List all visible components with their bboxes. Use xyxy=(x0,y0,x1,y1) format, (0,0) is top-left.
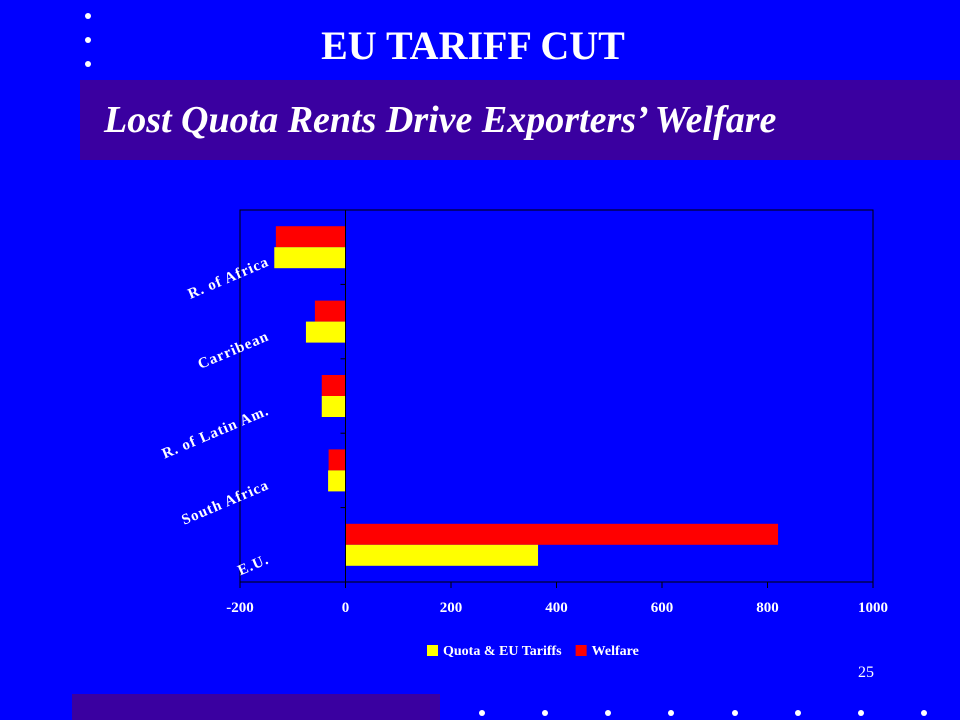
bar-welfare-e-u- xyxy=(345,523,779,545)
bar-welfare-south-africa xyxy=(328,449,346,471)
legend-label: Welfare xyxy=(592,644,639,659)
bullet-dot xyxy=(542,710,548,716)
bullet-dot xyxy=(85,13,91,19)
bar-quota-eu-tariffs-e-u- xyxy=(345,544,539,566)
bar-quota-eu-tariffs-r-of-latin-am- xyxy=(321,396,346,417)
legend-label: Quota & EU Tariffs xyxy=(443,644,562,659)
bar-welfare-carribean xyxy=(314,300,346,322)
subtitle-band: Lost Quota Rents Drive Exporters’ Welfar… xyxy=(80,80,960,160)
bar-welfare-r-of-africa xyxy=(275,226,346,248)
bar-quota-eu-tariffs-r-of-africa xyxy=(274,247,346,269)
x-tick-label: -200 xyxy=(226,600,254,616)
x-tick-label: 400 xyxy=(545,600,568,616)
bullet-dot xyxy=(732,710,738,716)
bullet-dot xyxy=(85,61,91,67)
bullet-dot xyxy=(85,37,91,43)
bullet-dot xyxy=(858,710,864,716)
legend: Quota & EU Tariffs Welfare xyxy=(427,644,639,659)
bullet-dot xyxy=(668,710,674,716)
x-tick-label: 800 xyxy=(756,600,779,616)
bar-quota-eu-tariffs-south-africa xyxy=(328,470,346,492)
bar-welfare-r-of-latin-am- xyxy=(321,375,346,396)
slide-subtitle: Lost Quota Rents Drive Exporters’ Welfar… xyxy=(104,99,777,141)
slide-title: EU TARIFF CUT xyxy=(321,23,625,68)
bullet-dot xyxy=(795,710,801,716)
bottom-band xyxy=(72,694,440,720)
x-tick-label: 0 xyxy=(342,600,350,616)
bar-quota-eu-tariffs-carribean xyxy=(305,321,346,343)
page-number: 25 xyxy=(858,664,874,681)
x-tick-label: 600 xyxy=(651,600,674,616)
bullet-dot xyxy=(605,710,611,716)
legend-swatch xyxy=(575,645,587,656)
bullet-dot xyxy=(921,710,927,716)
bullet-dot xyxy=(479,710,485,716)
bars-group xyxy=(274,226,779,566)
legend-swatch xyxy=(427,645,438,656)
x-tick-label: 200 xyxy=(440,600,463,616)
x-tick-label: 1000 xyxy=(858,600,888,616)
